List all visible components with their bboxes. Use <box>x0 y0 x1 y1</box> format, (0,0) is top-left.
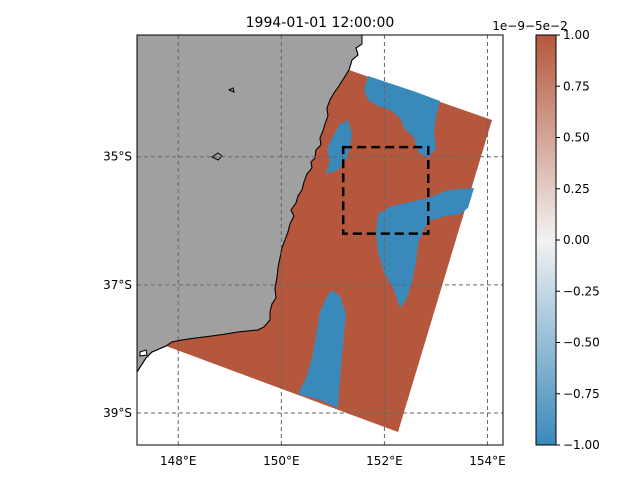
colorbar-tick-label: 0.00 <box>563 233 590 247</box>
negative-region <box>376 188 474 308</box>
colorbar-tick-label: −1.00 <box>563 438 600 452</box>
colorbar-offset-label: 1e−9−5e−2 <box>492 19 567 33</box>
y-tick-label: 37°S <box>103 278 132 292</box>
colorbar-ticks: 1.00 0.75 0.50 0.25 0.00 −0.25 −0.50 −0.75 −1.00 <box>556 28 600 452</box>
map-panel <box>137 35 503 445</box>
domain-field <box>166 70 492 432</box>
coast-island <box>227 87 235 93</box>
colorbar <box>535 34 557 446</box>
negative-region <box>364 76 440 158</box>
colorbar-tick-label: −0.25 <box>563 284 600 298</box>
colorbar-tick-label: −0.75 <box>563 387 600 401</box>
x-tick-label: 148°E <box>160 454 197 468</box>
colorbar-tick-label: −0.50 <box>563 336 600 350</box>
negative-region <box>326 120 352 174</box>
map-frame <box>136 34 504 446</box>
negative-region <box>298 290 346 408</box>
coastline <box>137 43 363 373</box>
y-axis-ticks: 35°S 37°S 39°S <box>103 150 132 420</box>
y-tick-label: 39°S <box>103 406 132 420</box>
y-tick-label: 35°S <box>103 150 132 164</box>
x-tick-label: 152°E <box>366 454 403 468</box>
x-tick-label: 150°E <box>263 454 300 468</box>
x-tick-label: 154°E <box>469 454 506 468</box>
colorbar-tick-label: 1.00 <box>563 28 590 42</box>
colorbar-tick-label: 0.25 <box>563 182 590 196</box>
chart-title: 1994-01-01 12:00:00 <box>246 15 395 31</box>
grid-lines <box>137 35 503 445</box>
colorbar-tick-label: 0.50 <box>563 131 590 145</box>
x-axis-ticks: 148°E 150°E 152°E 154°E <box>160 454 506 468</box>
study-box <box>341 145 430 235</box>
colorbar-tick-label: 0.75 <box>563 79 590 93</box>
coast-island <box>139 349 148 357</box>
